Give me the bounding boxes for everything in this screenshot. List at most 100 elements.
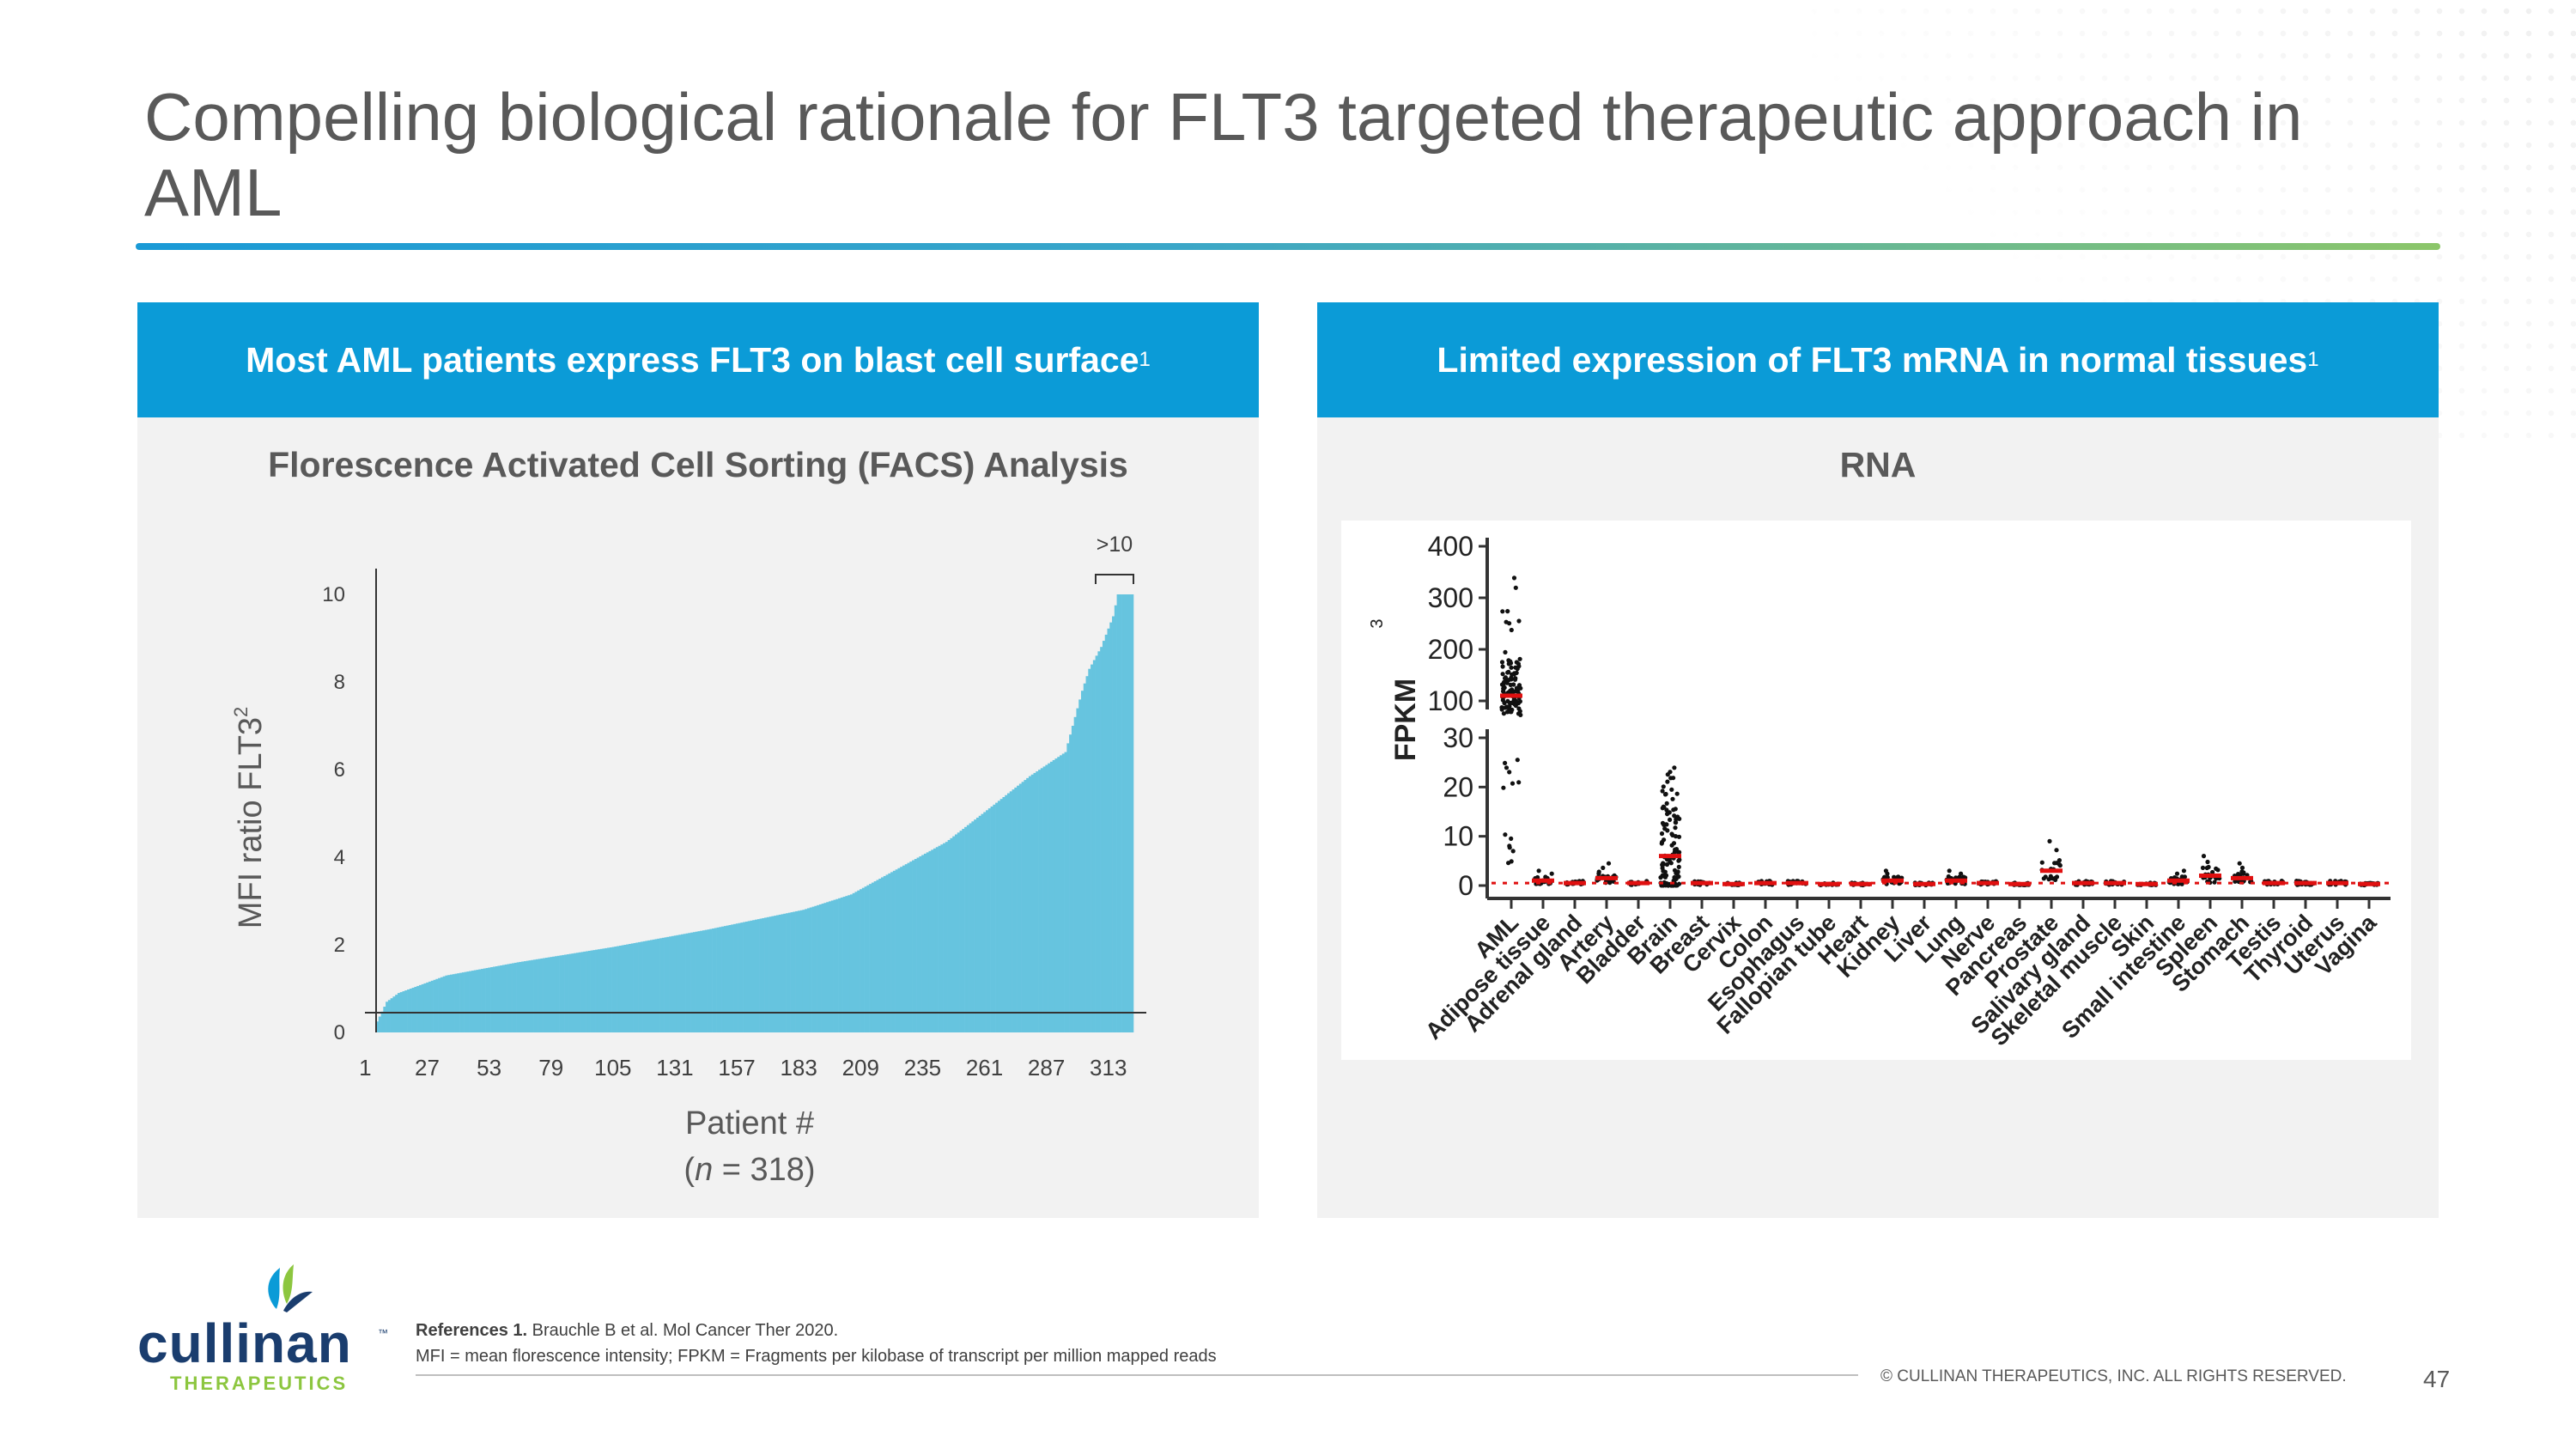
facs-bar — [1131, 594, 1134, 1032]
facs-bar — [799, 910, 803, 1032]
facs-bar — [1021, 782, 1024, 1032]
rna-point — [2047, 838, 2052, 843]
rna-point — [1518, 712, 1523, 717]
rna-point — [1536, 868, 1541, 874]
facs-bar — [390, 998, 393, 1032]
facs-panel-header-text: Most AML patients express FLT3 on blast … — [246, 339, 1139, 380]
facs-bar — [987, 808, 991, 1032]
facs-bar — [774, 916, 777, 1032]
facs-bar — [544, 958, 548, 1032]
facs-bar — [690, 932, 694, 1032]
facs-bar — [666, 936, 670, 1032]
rna-y-axis-label: FPKM — [1389, 679, 1422, 761]
rna-point — [1660, 866, 1665, 871]
facs-bar — [550, 957, 553, 1032]
facs-bar — [778, 914, 781, 1032]
rna-point — [1516, 780, 1522, 785]
facs-bar — [826, 902, 829, 1032]
facs-bar — [1126, 594, 1129, 1032]
facs-bar — [747, 921, 750, 1032]
facs-bar — [459, 972, 463, 1032]
rna-point — [2210, 869, 2215, 875]
rna-point — [1508, 659, 1513, 664]
rna-point — [2212, 880, 2217, 885]
facs-bar — [726, 925, 729, 1032]
facs-bar — [964, 826, 968, 1032]
references-label: References 1. — [416, 1321, 528, 1340]
facs-bar — [574, 953, 577, 1032]
facs-bar — [974, 819, 977, 1032]
facs-bar — [428, 981, 432, 1032]
facs-x-tick-label: 313 — [1090, 1055, 1127, 1081]
rna-point — [1671, 776, 1676, 781]
slide-title: Compelling biological rationale for FLT3… — [144, 79, 2303, 230]
rna-panel-header-text: Limited expression of FLT3 mRNA in norma… — [1437, 339, 2308, 380]
facs-bar — [433, 979, 436, 1032]
rna-point — [1671, 841, 1677, 846]
rna-point — [1672, 813, 1677, 819]
facs-bar — [1102, 641, 1106, 1032]
facs-bar — [461, 972, 465, 1032]
facs-bar — [590, 950, 593, 1032]
facs-bar — [473, 970, 477, 1032]
facs-bar — [387, 1000, 391, 1032]
facs-bar — [555, 956, 558, 1032]
facs-bar — [535, 959, 538, 1032]
rna-point — [2041, 876, 2046, 881]
logo-leaf-dark — [283, 1291, 313, 1312]
facs-x-tick-label: 235 — [904, 1055, 941, 1081]
facs-bar — [495, 965, 498, 1032]
rna-point — [1676, 881, 1682, 886]
facs-bar — [990, 806, 993, 1032]
facs-bar — [1095, 655, 1098, 1032]
facs-x-tick-label: 261 — [966, 1055, 1003, 1081]
facs-bar — [392, 996, 396, 1032]
facs-bar — [623, 945, 627, 1032]
facs-bar — [683, 934, 686, 1032]
facs-bar — [617, 946, 620, 1032]
facs-bracket — [1095, 574, 1134, 584]
rna-point — [1549, 871, 1554, 876]
facs-bar — [469, 971, 472, 1032]
facs-bar — [743, 922, 746, 1032]
rna-point — [1659, 831, 1665, 837]
facs-bar — [607, 947, 611, 1032]
facs-bar — [1054, 758, 1058, 1032]
facs-bar — [762, 917, 765, 1032]
facs-bar — [1073, 716, 1077, 1032]
facs-bars-group — [376, 594, 1134, 1032]
facs-bar — [907, 862, 910, 1032]
rna-point — [1503, 675, 1508, 680]
facs-bar — [533, 959, 537, 1032]
facs-bar — [1069, 734, 1072, 1032]
facs-bar — [912, 860, 915, 1032]
facs-bar — [483, 968, 486, 1032]
rna-point — [2057, 858, 2062, 863]
facs-bar — [630, 943, 634, 1032]
facs-bar — [954, 834, 958, 1032]
facs-bar — [759, 918, 762, 1032]
facs-bar — [421, 983, 424, 1032]
facs-bar — [1080, 691, 1084, 1032]
rna-point — [1660, 788, 1665, 794]
rna-point — [2204, 865, 2209, 871]
facs-bar — [700, 930, 703, 1032]
rna-point — [1500, 664, 1505, 669]
facs-bar — [1045, 764, 1048, 1032]
rna-point — [1677, 849, 1682, 855]
rna-point — [1677, 857, 1682, 862]
rna-chart-title: RNA — [1839, 445, 1917, 484]
facs-bar — [716, 927, 720, 1032]
rna-point — [1516, 661, 1521, 667]
facs-bar — [895, 869, 898, 1032]
facs-bar — [869, 884, 872, 1032]
facs-bar — [871, 882, 874, 1032]
facs-bar — [775, 915, 780, 1032]
rna-point — [1501, 711, 1506, 716]
facs-bar — [902, 865, 906, 1032]
facs-bar — [1091, 664, 1094, 1032]
facs-bar — [1114, 605, 1117, 1032]
facs-x-tick-label: 27 — [415, 1055, 440, 1081]
logo-subtext: THERAPEUTICS — [170, 1373, 348, 1394]
facs-bar — [849, 894, 854, 1032]
